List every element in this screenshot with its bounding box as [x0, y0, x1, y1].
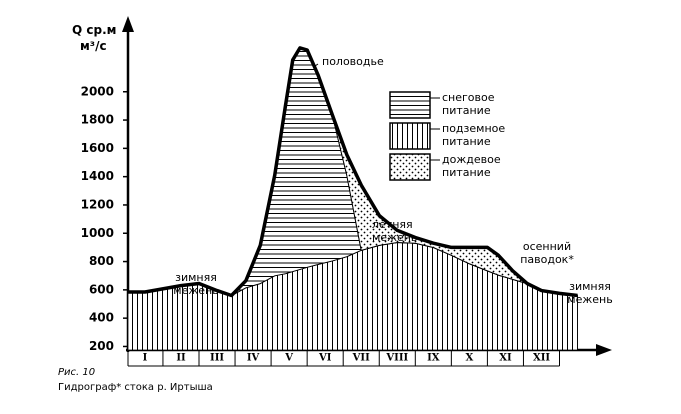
figure-label: Рис. 10 [58, 367, 96, 378]
legend-swatch [389, 91, 431, 119]
x-tick-label: VIII [385, 353, 408, 364]
x-tick-label: XI [499, 353, 512, 364]
y-axis-arrow [122, 16, 134, 32]
caption: Гидрограф* стока р. Иртыша [58, 382, 213, 393]
legend-label: подземное питание [442, 122, 506, 148]
annotation: зимняя межень [567, 280, 613, 306]
y-tick-label: 400 [89, 311, 114, 325]
y-tick-label: 1200 [81, 197, 114, 211]
y-tick-label: 1600 [81, 141, 114, 155]
y-tick-label: 1400 [81, 169, 114, 183]
annotation: половодье [322, 55, 384, 68]
y-axis-label: Q ср.м [72, 23, 117, 37]
y-tick-label: 200 [89, 339, 114, 353]
y-tick-label: 600 [89, 282, 114, 296]
x-tick-label: V [284, 353, 293, 364]
x-tick-label: X [466, 353, 474, 364]
x-tick-label: XII [533, 353, 550, 364]
x-tick-label: VII [352, 353, 370, 364]
area-edge [128, 46, 578, 298]
y-tick-label: 1000 [81, 226, 114, 240]
y-tick-label: 800 [89, 254, 114, 268]
y-tick-label: 2000 [81, 84, 114, 98]
x-tick-label: IV [247, 353, 260, 364]
x-tick-label: II [176, 353, 186, 364]
legend-label: дождевое питание [442, 153, 501, 179]
legend-swatch [389, 122, 431, 150]
annotation: летняя межень [372, 218, 418, 244]
y-axis-unit: м³/с [80, 39, 107, 53]
x-tick-label: III [210, 353, 224, 364]
x-tick-label: VI [318, 353, 332, 364]
annotation: зимняя межень [173, 271, 219, 297]
annotation: осенний паводок* [520, 240, 574, 266]
x-axis-arrow [596, 344, 612, 356]
legend-label: снеговое питание [442, 91, 495, 117]
x-tick-label: IX [427, 353, 440, 364]
legend-swatch [389, 153, 431, 181]
x-tick-label: I [143, 353, 148, 364]
y-tick-label: 1800 [81, 113, 114, 127]
